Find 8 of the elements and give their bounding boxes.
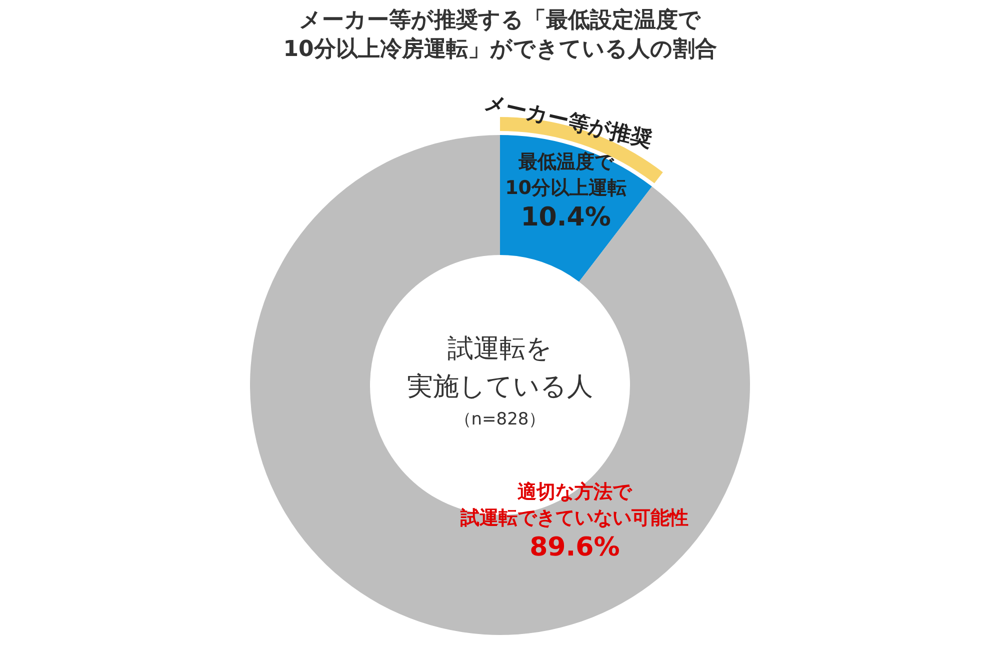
slice-label: 適切な方法で試運転できていない可能性	[460, 480, 689, 529]
text: （n=828）	[454, 409, 546, 430]
data-label: 10.4%	[520, 202, 611, 233]
data-label: 89.6%	[530, 532, 620, 563]
text: 試運転を実施している人	[407, 334, 593, 402]
slice-label: 最低温度で10分以上運転	[505, 150, 627, 199]
chart-title: メーカー等が推奨する「最低設定温度で10分以上冷房運転」ができている人の割合	[282, 6, 718, 64]
text: メーカー等が推奨	[482, 88, 655, 152]
